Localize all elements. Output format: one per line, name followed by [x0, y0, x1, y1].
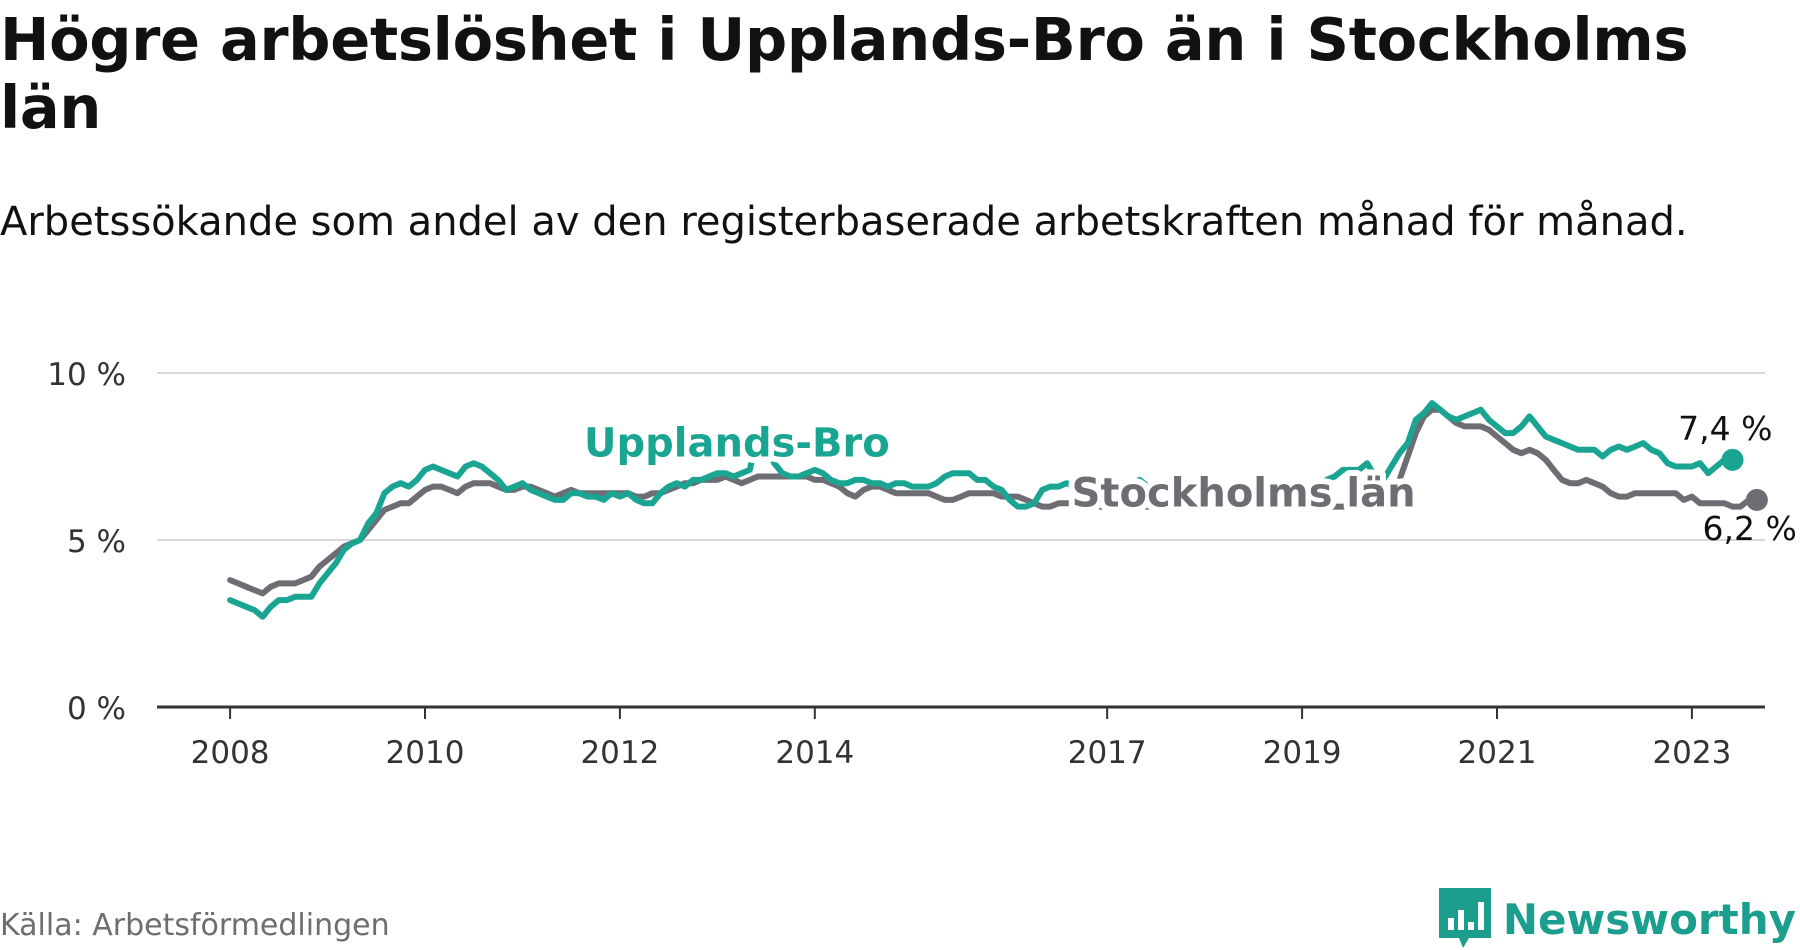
- x-tick-label: 2017: [1068, 735, 1147, 771]
- y-tick-label: 5 %: [67, 524, 126, 560]
- end-label-stockholms-lan: 6,2 %: [1703, 509, 1797, 548]
- newsworthy-logo-icon: [1438, 888, 1491, 948]
- chart-subtitle: Arbetssökande som andel av den registerb…: [0, 199, 1688, 245]
- x-tick-label: 2012: [580, 735, 659, 771]
- x-tick-label: 2010: [386, 735, 465, 771]
- series-end-point: [1721, 448, 1744, 471]
- x-axis-ticks: 2008 2010 2012 2014 2017 2019 2021 2023: [191, 707, 1731, 771]
- series-end-point: [1745, 488, 1768, 511]
- x-tick-label: 2023: [1652, 735, 1731, 771]
- y-tick-label: 10 %: [47, 357, 126, 393]
- series-labels: 7,4 % 6,2 % Upplands-Bro Stockholms län: [578, 409, 1797, 548]
- brand-name: Newsworthy: [1502, 894, 1796, 944]
- y-tick-label: 0 %: [67, 691, 126, 727]
- x-tick-label: 2019: [1263, 735, 1342, 771]
- chart-title: Högre arbetslöshet i Upplands-Bro än i S…: [0, 5, 1689, 142]
- x-tick-label: 2021: [1458, 735, 1537, 771]
- series-lines: [227, 400, 1768, 620]
- series-line-stockholms-lan: [227, 406, 1760, 597]
- series-label-upplands-bro: Upplands-Bro: [584, 421, 890, 467]
- x-tick-label: 2008: [191, 735, 270, 771]
- series-label-stockholms-lan: Stockholms län: [1072, 471, 1416, 517]
- brand: Newsworthy: [1438, 888, 1796, 950]
- source-note: Källa: Arbetsförmedlingen: [0, 908, 390, 943]
- x-tick-label: 2014: [775, 735, 854, 771]
- end-label-upplands-bro: 7,4 %: [1678, 409, 1772, 448]
- y-axis-ticks: 0 % 5 % 10 %: [47, 357, 126, 727]
- line-chart: 0 %5 %10 % 2008 2010 2012 2014 2017 2019 2021 2…: [47, 357, 1797, 771]
- series-line-upplands-bro: [227, 400, 1736, 620]
